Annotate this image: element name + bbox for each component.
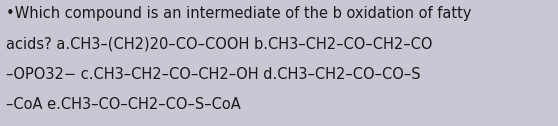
Text: –OPO32− c.CH3–CH2–CO–CH2–OH d.CH3–CH2–CO–CO–S: –OPO32− c.CH3–CH2–CO–CH2–OH d.CH3–CH2–CO…	[6, 67, 420, 82]
Text: –CoA e.CH3–CO–CH2–CO–S–CoA: –CoA e.CH3–CO–CH2–CO–S–CoA	[6, 97, 240, 112]
Text: •Which compound is an intermediate of the b oxidation of fatty: •Which compound is an intermediate of th…	[6, 6, 471, 21]
Text: acids? a.CH3–(CH2)20–CO–COOH b.CH3–CH2–CO–CH2–CO: acids? a.CH3–(CH2)20–CO–COOH b.CH3–CH2–C…	[6, 37, 432, 52]
